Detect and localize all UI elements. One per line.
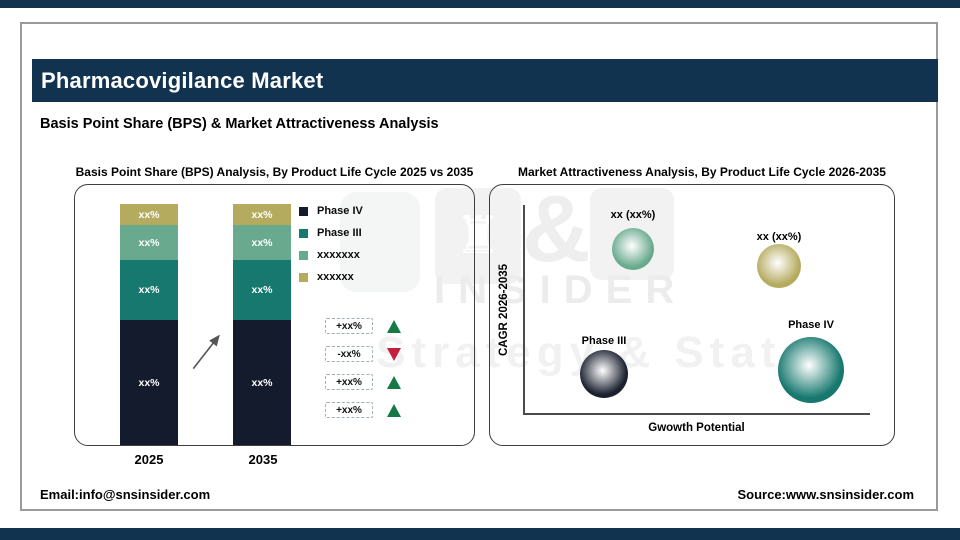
x-axis-line (523, 413, 870, 415)
bar-segment-phase-iv: xx% (233, 320, 291, 445)
bar-segment-value: xx% (251, 376, 273, 389)
delta-row: -xx% (325, 346, 401, 362)
legend-label: Phase III (317, 227, 362, 239)
content-frame: ♜ & INSIDER Strategy & Stats Pharmacovig… (20, 22, 938, 511)
y-axis-line (523, 205, 525, 415)
page-subtitle: Basis Point Share (BPS) & Market Attract… (40, 116, 439, 132)
legend-swatch (299, 272, 308, 282)
delta-value-box: -xx% (325, 346, 373, 362)
bps-chart-panel: Phase IV Phase III xxxxxxx xxxxxx +xx% -xx% +… (74, 184, 475, 446)
bps-delta-list: +xx% -xx% +xx% +xx% (325, 318, 401, 430)
bubble-label-phase-iv: Phase IV (788, 319, 834, 331)
triangle-up-icon (387, 319, 401, 333)
x-axis-label: Gwowth Potential (648, 422, 745, 434)
bubble-label-xx-xx-: xx (xx%) (756, 231, 802, 243)
trend-arrow-icon (192, 334, 220, 370)
bar-segment-value: xx% (138, 236, 160, 249)
legend-swatch (299, 228, 308, 238)
delta-value-box: +xx% (325, 374, 373, 390)
bar-segment-xxxxxx: xx% (120, 204, 178, 225)
page-title: Pharmacovigilance Market (41, 67, 324, 93)
header-bar: Pharmacovigilance Market (32, 59, 938, 102)
bubble-xx-xx- (757, 244, 801, 288)
triangle-up-icon (387, 403, 401, 417)
bar-segment-value: xx% (251, 236, 273, 249)
delta-row: +xx% (325, 374, 401, 390)
bar-segment-value: xx% (138, 376, 160, 389)
top-accent-bar (0, 0, 960, 8)
delta-row: +xx% (325, 402, 401, 418)
legend-item-xxxxxxx: xxxxxxx (299, 244, 363, 266)
legend-swatch (299, 206, 308, 216)
bar-segment-xxxxxxx: xx% (233, 225, 291, 260)
bps-chart-title: Basis Point Share (BPS) Analysis, By Pro… (75, 165, 474, 179)
footer-source: Source:www.snsinsider.com (737, 487, 914, 502)
stacked-bar-2035: xx% xx% xx% xx% (233, 204, 291, 445)
bar-segment-phase-iii: xx% (120, 260, 178, 320)
bubble-xx-xx- (612, 228, 654, 270)
bar-category-label-2025: 2025 (134, 452, 164, 467)
bubble-phase-iii (580, 350, 628, 398)
legend-item-phase-iii: Phase III (299, 222, 363, 244)
bubble-label-phase-iii: Phase III (581, 335, 627, 347)
legend-swatch (299, 250, 308, 260)
attractiveness-chart-title: Market Attractiveness Analysis, By Produ… (518, 165, 886, 179)
bps-legend: Phase IV Phase III xxxxxxx xxxxxx (299, 200, 363, 288)
footer-email: Email:info@snsinsider.com (40, 487, 211, 502)
bar-segment-value: xx% (251, 208, 273, 221)
attractiveness-chart-panel: CAGR 2026-2035 Gwowth Potential xx (xx%)… (489, 184, 895, 446)
delta-value-box: +xx% (325, 318, 373, 334)
bar-category-label-2035: 2035 (248, 452, 278, 467)
bar-segment-xxxxxx: xx% (233, 204, 291, 225)
bar-segment-phase-iv: xx% (120, 320, 178, 445)
delta-value-box: +xx% (325, 402, 373, 418)
bar-segment-value: xx% (138, 284, 160, 296)
bar-segment-phase-iii: xx% (233, 260, 291, 320)
bar-segment-value: xx% (138, 208, 160, 221)
legend-label: xxxxxx (317, 271, 354, 283)
legend-label: xxxxxxx (317, 249, 360, 261)
bubble-label-xx-xx-: xx (xx%) (610, 209, 656, 221)
y-axis-label: CAGR 2026-2035 (498, 263, 510, 357)
bubble-phase-iv (778, 337, 844, 403)
bar-segment-value: xx% (251, 284, 273, 296)
triangle-up-icon (387, 375, 401, 389)
delta-row: +xx% (325, 318, 401, 334)
bottom-accent-bar (0, 528, 960, 540)
legend-item-xxxxxx: xxxxxx (299, 266, 363, 288)
stacked-bar-2025: xx% xx% xx% xx% (120, 204, 178, 445)
bar-segment-xxxxxxx: xx% (120, 225, 178, 260)
triangle-down-icon (387, 347, 401, 361)
legend-item-phase-iv: Phase IV (299, 200, 363, 222)
legend-label: Phase IV (317, 205, 363, 217)
